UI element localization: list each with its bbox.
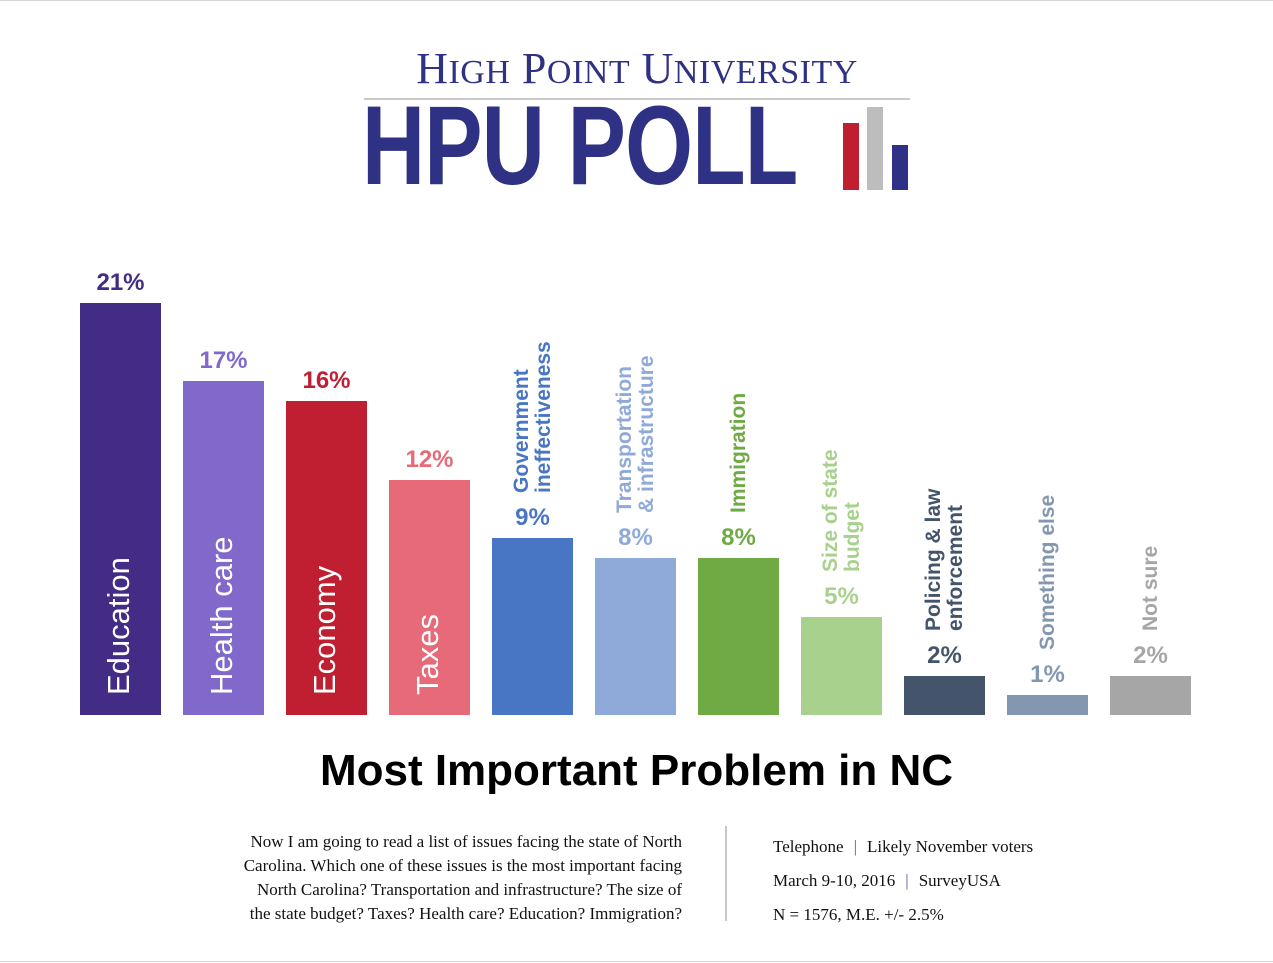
category-label: Transportation & infrastructure <box>612 355 658 513</box>
frame-top-border <box>0 0 1273 1</box>
bar-immigration <box>698 558 779 715</box>
bar-value-label: 8% <box>618 524 653 551</box>
bar-health-care <box>183 381 264 715</box>
bar-not-sure <box>1110 676 1191 715</box>
bar-value-label: 5% <box>824 583 859 610</box>
bar-economy <box>286 401 367 715</box>
poll-wordmark: HPU POLL <box>362 83 798 208</box>
bar-chart: 21% Education 17% Health care 16% Economy 12% T… <box>80 269 1191 715</box>
bar-government-ineffectiveness <box>492 538 573 715</box>
bar-value-label: 9% <box>515 504 550 531</box>
bar-value-label: 8% <box>721 524 756 551</box>
bar-value-label: 1% <box>1030 661 1065 688</box>
bar-value-label: 2% <box>1133 642 1168 669</box>
method: Telephone <box>773 837 844 856</box>
category-label: Not sure <box>1138 545 1162 631</box>
bar-value-label: 2% <box>927 642 962 669</box>
category-label: Something else <box>1035 494 1059 650</box>
bar-transportation-infrastructure <box>595 558 676 715</box>
category-label: Education <box>101 557 136 695</box>
category-label: Government ineffectiveness <box>509 341 555 493</box>
bar-size-of-state-budget <box>801 617 882 715</box>
bar-value-label: 21% <box>96 269 145 296</box>
bar-something-else <box>1007 695 1088 715</box>
bar-policing-law-enforcement <box>904 676 985 715</box>
chart-title: Most Important Problem in NC <box>319 746 954 795</box>
university-name: HIGH POINT UNIVERSITY <box>416 44 858 93</box>
bar-value-label: 12% <box>405 446 454 473</box>
dates: March 9-10, 2016 <box>773 871 896 890</box>
category-label: Economy <box>307 565 342 695</box>
survey-question: Now I am going to read a list of issues … <box>243 832 682 923</box>
bar-education <box>80 303 161 715</box>
category-label: Immigration <box>726 392 750 513</box>
category-label: Health care <box>204 536 239 695</box>
footer-divider <box>725 826 727 921</box>
bar-value-label: 16% <box>302 367 351 394</box>
category-label: Policing & law enforcement <box>921 488 967 631</box>
bar-chart-logo-icon <box>843 107 911 190</box>
frame-bottom-border <box>0 961 1273 962</box>
pollster: SurveyUSA <box>918 871 1001 890</box>
logo-divider <box>364 98 910 100</box>
category-label: Size of state budget <box>818 449 864 572</box>
poll-methodology: Telephone | Likely November voters March 9… <box>773 830 1033 932</box>
bar-taxes <box>389 480 470 715</box>
category-label: Taxes <box>410 614 445 695</box>
bar-value-label: 17% <box>199 347 248 374</box>
sample-size: N = 1576, M.E. +/- 2.5% <box>773 905 944 924</box>
population: Likely November voters <box>866 837 1034 856</box>
